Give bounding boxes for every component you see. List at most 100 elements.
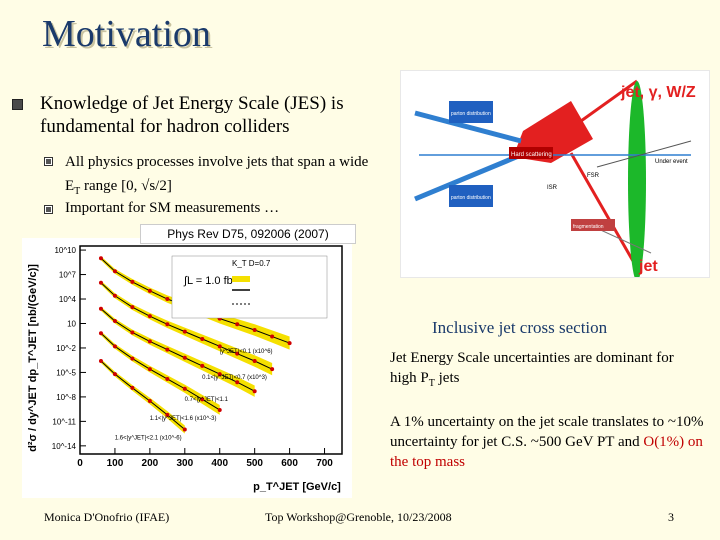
data-point — [217, 372, 222, 377]
data-point — [235, 351, 240, 356]
rapidity-label: 1.6<|y^JET|<2.1 (x10^-6) — [115, 436, 182, 442]
x-tick-label: 200 — [142, 458, 159, 469]
data-point — [270, 367, 275, 372]
data-point — [235, 322, 240, 327]
data-point — [147, 288, 152, 293]
data-point — [270, 334, 275, 339]
data-point — [200, 336, 205, 341]
x-tick-label: 0 — [77, 458, 83, 469]
sub-bullet-marker-1 — [44, 157, 53, 166]
sub1-range: range [0, √s/2] — [80, 178, 172, 194]
diagram-label-frag: fragmentation — [573, 224, 604, 230]
y-axis-label: d²σ / dy^JET dp_T^JET [nb/(GeV/c)] — [27, 264, 39, 452]
data-point — [252, 328, 257, 333]
data-point — [287, 341, 292, 346]
data-point — [182, 355, 187, 360]
y-tick-label: 10^10 — [54, 246, 76, 255]
jes-text-subscript: T — [428, 378, 435, 389]
translation-text-highlight: O(1%) on the top mass — [390, 434, 703, 470]
legend-lumi: ∫L = 1.0 fb⁻¹ — [183, 275, 243, 287]
rapidity-label: 1.1<|y^JET|<1.6 (x10^-3) — [150, 416, 217, 422]
out-arrow-top — [580, 79, 638, 123]
out-arrow-bottom — [569, 152, 635, 262]
jet-production-diagram: parton distribution parton distribution … — [400, 70, 710, 281]
y-tick-label: 10^-2 — [56, 344, 76, 353]
data-point — [165, 376, 170, 381]
data-point — [217, 407, 222, 412]
diagram-label-hard: Hard scattering — [511, 152, 552, 158]
y-tick-label: 10^7 — [59, 271, 77, 280]
rapidity-label: |y^JET|<0.1 (x10^6) — [220, 349, 273, 355]
x-tick-label: 400 — [211, 458, 228, 469]
data-point — [130, 279, 135, 284]
data-point — [112, 344, 117, 349]
parton-arrow-bottom — [414, 152, 522, 202]
plot-caption: Inclusive jet cross section — [432, 318, 608, 337]
data-point — [165, 322, 170, 327]
diagram-label-out-bottom: jet — [638, 258, 658, 275]
data-point — [235, 380, 240, 385]
diagram-svg: parton distribution parton distribution … — [414, 79, 696, 281]
data-point — [98, 359, 103, 364]
diagram-label-fsr: FSR — [587, 173, 600, 179]
y-tick-label: 10^-14 — [52, 442, 77, 451]
data-point — [147, 339, 152, 344]
parton-arrow-top — [414, 110, 522, 144]
data-point — [147, 367, 152, 372]
x-tick-label: 300 — [176, 458, 193, 469]
nlo-curve — [100, 360, 186, 430]
sub-bullet-text-2: Important for SM measurements … — [65, 200, 280, 216]
data-point — [217, 344, 222, 349]
page-number: 3 — [668, 510, 674, 524]
data-point — [182, 386, 187, 391]
data-point — [147, 398, 152, 403]
x-tick-label: 700 — [316, 458, 333, 469]
translation-text: A 1% uncertainty on the jet scale transl… — [390, 412, 710, 472]
sub1-subscript: T — [74, 186, 81, 197]
data-point — [200, 363, 205, 368]
diagram-label-under: Under event — [655, 159, 688, 165]
cross-section-plot: 10^10 10^7 10^4 10 10^-2 10^-5 10^-8 10^-11 10^-… — [22, 238, 352, 498]
legend-kt: K_T D=0.7 — [232, 259, 271, 268]
rapidity-label: 0.1<|y^JET|<0.7 (x10^3) — [202, 375, 267, 381]
data-point — [112, 269, 117, 274]
footer-author: Monica D'Onofrio (IFAE) — [44, 510, 170, 524]
y-tick-label: 10^-8 — [56, 393, 76, 402]
jes-text-end: jets — [434, 370, 460, 386]
jet-cone — [628, 81, 646, 281]
reference-label: Phys Rev D75, 092006 (2007) — [140, 224, 356, 244]
data-point — [165, 347, 170, 352]
diagram-label-out-top: jet, γ, W/Z — [620, 84, 696, 101]
y-tick-label: 10^4 — [59, 295, 77, 304]
data-point — [112, 372, 117, 377]
jes-text-main: Jet Energy Scale uncertainties are domin… — [390, 350, 674, 386]
nlo-curve — [100, 308, 255, 392]
data-point — [112, 293, 117, 298]
bullet-marker — [12, 99, 23, 110]
data-point — [130, 330, 135, 335]
sub1-text: All physics processes involve jets that … — [65, 154, 369, 194]
legend-syst-band — [232, 276, 250, 282]
data-point — [165, 297, 170, 302]
diagram-label-isr: ISR — [547, 185, 558, 191]
syst-band — [100, 331, 220, 415]
data-point — [98, 280, 103, 285]
data-point — [200, 397, 205, 402]
data-point — [182, 329, 187, 334]
x-tick-label: 500 — [246, 458, 263, 469]
x-tick-label: 100 — [107, 458, 124, 469]
data-point — [252, 389, 257, 394]
data-point — [98, 331, 103, 336]
diagram-label-parton2: parton distribution — [451, 195, 491, 201]
diagram-label-parton1: parton distribution — [451, 111, 491, 117]
data-point — [147, 314, 152, 319]
data-point — [98, 306, 103, 311]
rapidity-label: 0.7<|y^JET|<1.1 — [185, 397, 229, 403]
translation-text-main: A 1% uncertainty on the jet scale transl… — [390, 414, 704, 450]
data-point — [112, 319, 117, 324]
sub-bullet-marker-2 — [44, 205, 53, 214]
data-point — [98, 256, 103, 261]
slide-title: Motivation — [42, 13, 211, 55]
syst-band — [100, 306, 255, 397]
cross-section-svg: 10^10 10^7 10^4 10 10^-2 10^-5 10^-8 10^-11 10^-… — [27, 245, 343, 493]
